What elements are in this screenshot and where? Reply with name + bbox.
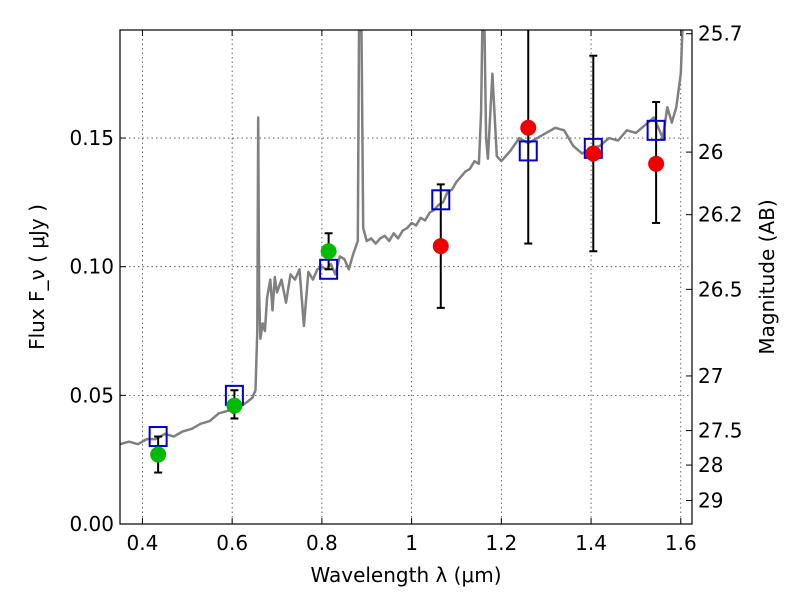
plot-area — [120, 30, 684, 474]
right-tick-label: 27.5 — [698, 419, 743, 443]
x-tick-label: 0.4 — [127, 531, 159, 555]
observed-flux-point — [432, 238, 449, 255]
y-tick-label: 0.05 — [69, 383, 114, 407]
spectrum-line — [120, 30, 684, 446]
right-tick-label: 28 — [698, 453, 723, 477]
right-tick-label: 26 — [698, 140, 723, 164]
model-flux-square — [319, 258, 339, 280]
right-axis-ticks: 25.7 26 26.2 26.5 27 27.5 28 29 — [686, 22, 743, 513]
y-tick-label: 0.15 — [69, 126, 114, 150]
x-tick-label: 0.6 — [216, 531, 248, 555]
x-tick-label: 1.2 — [485, 531, 517, 555]
observed-flux-points — [150, 119, 665, 463]
model-flux-square — [148, 426, 168, 448]
x-tick-label: 1 — [405, 531, 418, 555]
x-tick-label: 0.8 — [306, 531, 338, 555]
observed-flux-point — [520, 119, 537, 136]
grid-lines — [120, 30, 692, 524]
observed-flux-point — [648, 155, 665, 172]
model-flux-square — [431, 189, 451, 211]
right-tick-label: 26.5 — [698, 277, 743, 301]
y-tick-label: 0.10 — [69, 255, 114, 279]
right-tick-label: 27 — [698, 364, 723, 388]
x-tick-label: 1.6 — [665, 531, 697, 555]
y-axis-label: Flux F_ν ( μJy ) — [25, 204, 49, 350]
right-axis-label: Magnitude (AB) — [755, 199, 779, 354]
right-tick-label: 26.2 — [698, 203, 743, 227]
x-axis-label: Wavelength λ (μm) — [310, 563, 501, 587]
model-flux-squares — [148, 119, 666, 448]
plot-frame — [119, 29, 693, 525]
right-tick-label: 29 — [698, 489, 723, 513]
x-axis-ticks: 0.4 0.6 0.8 1 1.2 1.4 1.6 — [127, 30, 697, 555]
model-flux-square — [518, 140, 538, 162]
right-tick-label: 25.7 — [698, 22, 743, 46]
y-tick-label: 0.00 — [69, 512, 114, 536]
y-axis-ticks: 0.00 0.05 0.10 0.15 — [69, 126, 126, 536]
observed-flux-point — [585, 145, 602, 162]
observed-flux-point — [226, 397, 243, 414]
model-flux-square — [646, 119, 666, 141]
observed-flux-point — [150, 446, 167, 463]
x-tick-label: 1.4 — [575, 531, 607, 555]
observed-flux-point — [320, 243, 337, 260]
